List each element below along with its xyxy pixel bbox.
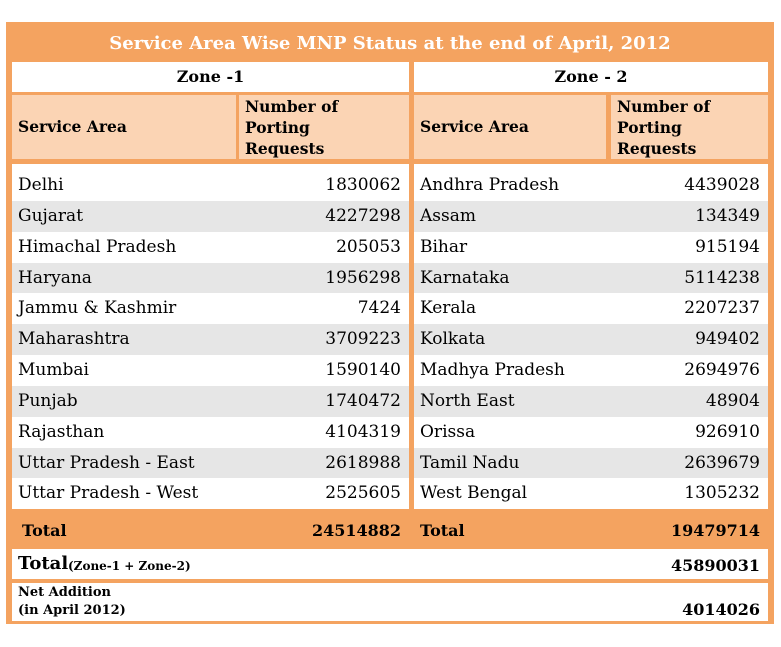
zone-2-col-requests: Number of Porting Requests [611, 95, 768, 159]
requests-cell: 205053 [336, 237, 401, 257]
zone-1-col-requests: Number of Porting Requests [239, 95, 409, 159]
grand-total-sublabel: (Zone-1 + Zone-2) [68, 559, 191, 573]
table-row: Kerala 2207237 [414, 293, 768, 324]
table-row: Maharashtra 3709223 [12, 324, 409, 355]
service-area-cell: Andhra Pradesh [420, 175, 560, 195]
requests-cell: 3709223 [325, 329, 401, 349]
service-area-cell: Haryana [18, 268, 92, 288]
table-row: Karnataka 5114238 [414, 263, 768, 294]
grand-total-row: Total (Zone-1 + Zone-2) 45890031 [12, 549, 768, 579]
requests-cell: 1740472 [325, 391, 401, 411]
requests-cell: 2618988 [325, 453, 401, 473]
service-area-cell: North East [420, 391, 515, 411]
col-requests-line: Requests [617, 139, 697, 158]
table-row: Rajasthan 4104319 [12, 417, 409, 448]
zone-2-total-label: Total [414, 511, 606, 551]
requests-cell: 5114238 [684, 268, 760, 288]
grand-total-label: Total [18, 553, 69, 574]
col-requests-line: Number of [617, 97, 711, 116]
table-row: Gujarat 4227298 [12, 201, 409, 232]
service-area-cell: Assam [420, 206, 476, 226]
requests-cell: 2525605 [325, 483, 401, 503]
net-addition-period: (in April 2012) [18, 603, 126, 618]
table-row: Tamil Nadu 2639679 [414, 448, 768, 479]
requests-cell: 48904 [705, 391, 760, 411]
table-row: Punjab 1740472 [12, 386, 409, 417]
service-area-cell: Kolkata [420, 329, 486, 349]
service-area-cell: Mumbai [18, 360, 89, 380]
table-title: Service Area Wise MNP Status at the end … [10, 30, 770, 58]
table-row: Assam 134349 [414, 201, 768, 232]
requests-cell: 1590140 [325, 360, 401, 380]
table-row: Uttar Pradesh - East 2618988 [12, 448, 409, 479]
service-area-cell: Tamil Nadu [420, 453, 520, 473]
service-area-cell: Uttar Pradesh - East [18, 453, 195, 473]
zone-2-header: Zone - 2 [414, 62, 768, 92]
table-row: Kolkata 949402 [414, 324, 768, 355]
requests-cell: 4104319 [325, 422, 401, 442]
service-area-cell: Orissa [420, 422, 476, 442]
service-area-cell: Delhi [18, 175, 64, 195]
requests-cell: 2639679 [684, 453, 760, 473]
service-area-cell: Kerala [420, 298, 477, 318]
requests-cell: 1305232 [684, 483, 760, 503]
requests-cell: 7424 [357, 298, 401, 318]
table-row: Haryana 1956298 [12, 263, 409, 294]
zone-1-header: Zone -1 [12, 62, 409, 92]
service-area-cell: Karnataka [420, 268, 510, 288]
net-addition-row: Net Addition (in April 2012) 4014026 [12, 583, 768, 621]
table-row: Andhra Pradesh 4439028 [414, 170, 768, 201]
requests-cell: 2694976 [684, 360, 760, 380]
zone-divider [409, 164, 414, 508]
service-area-cell: Uttar Pradesh - West [18, 483, 199, 503]
table-row: Uttar Pradesh - West 2525605 [12, 478, 409, 509]
table-row: Mumbai 1590140 [12, 355, 409, 386]
requests-cell: 134349 [695, 206, 760, 226]
net-addition-value: 4014026 [682, 600, 760, 619]
requests-cell: 949402 [695, 329, 760, 349]
service-area-cell: Rajasthan [18, 422, 105, 442]
zone-1-total-label: Total [12, 511, 236, 551]
requests-cell: 4439028 [684, 175, 760, 195]
zone-2-col-service-area: Service Area [414, 95, 606, 159]
table-row: North East 48904 [414, 386, 768, 417]
requests-cell: 2207237 [684, 298, 760, 318]
requests-cell: 1956298 [325, 268, 401, 288]
service-area-cell: Bihar [420, 237, 468, 257]
service-area-cell: Himachal Pradesh [18, 237, 177, 257]
col-requests-line: Requests [245, 139, 325, 158]
table-row: Delhi 1830062 [12, 170, 409, 201]
requests-cell: 4227298 [325, 206, 401, 226]
table-row: West Bengal 1305232 [414, 478, 768, 509]
service-area-cell: Madhya Pradesh [420, 360, 565, 380]
service-area-cell: Jammu & Kashmir [18, 298, 177, 318]
service-area-cell: Gujarat [18, 206, 84, 226]
net-addition-label: Net Addition [18, 585, 111, 600]
zone-1-total-value: 24514882 [239, 511, 409, 551]
table-row: Bihar 915194 [414, 232, 768, 263]
requests-cell: 926910 [695, 422, 760, 442]
grand-total-value: 45890031 [670, 556, 760, 575]
col-requests-line: Porting [245, 118, 310, 137]
table-row: Madhya Pradesh 2694976 [414, 355, 768, 386]
zone-1-col-service-area: Service Area [12, 95, 236, 159]
requests-cell: 1830062 [325, 175, 401, 195]
table-row: Orissa 926910 [414, 417, 768, 448]
col-requests-line: Porting [617, 118, 682, 137]
zone-2-total-value: 19479714 [611, 511, 768, 551]
col-requests-line: Number of [245, 97, 339, 116]
table-row: Jammu & Kashmir 7424 [12, 293, 409, 324]
service-area-cell: Punjab [18, 391, 78, 411]
requests-cell: 915194 [695, 237, 760, 257]
service-area-cell: West Bengal [420, 483, 528, 503]
service-area-cell: Maharashtra [18, 329, 130, 349]
table-row: Himachal Pradesh 205053 [12, 232, 409, 263]
